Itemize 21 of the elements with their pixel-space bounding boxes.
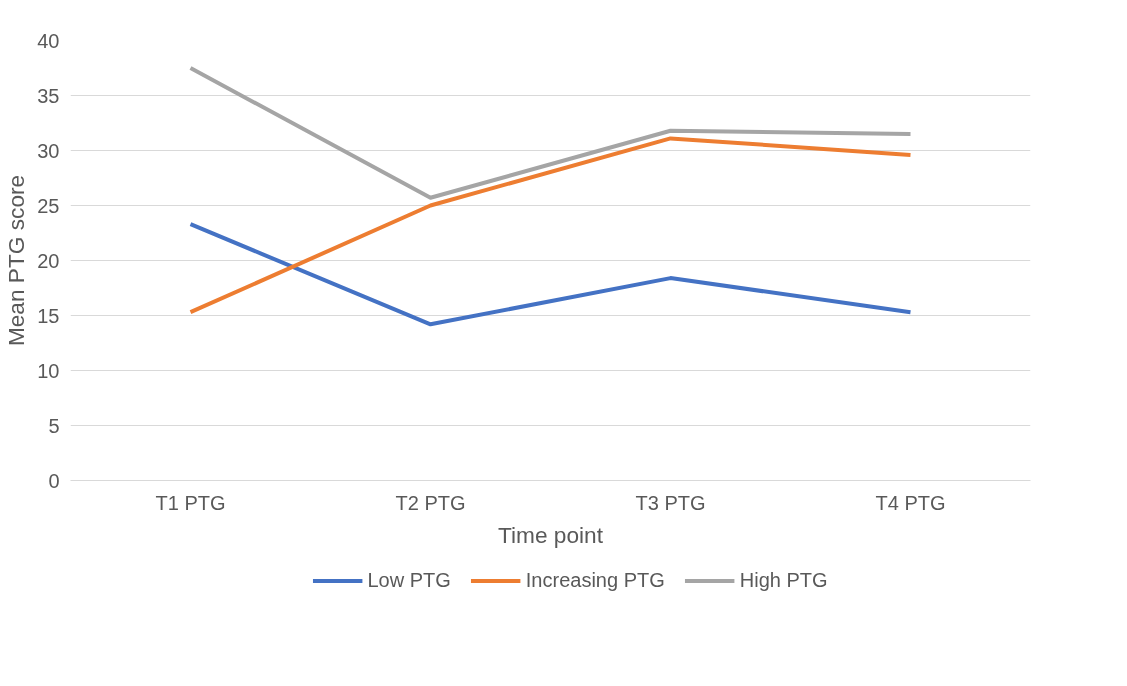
y-tick-label: 20 <box>37 249 60 272</box>
legend-label: Low PTG <box>367 568 451 592</box>
legend-label: High PTG <box>739 568 828 592</box>
x-axis-title: Time point <box>498 521 604 548</box>
legend-label: Increasing PTG <box>525 568 665 592</box>
x-tick-label: T3 PTG <box>635 491 706 514</box>
y-tick-label: 0 <box>48 469 60 492</box>
x-tick-label: T1 PTG <box>155 491 226 514</box>
y-tick-label: 10 <box>37 359 60 382</box>
x-tick-label: T4 PTG <box>875 491 946 514</box>
line-series <box>188 66 913 200</box>
y-tick-label: 15 <box>37 304 60 327</box>
y-axis-title: Mean PTG score <box>3 174 30 347</box>
y-tick-label: 30 <box>37 139 60 162</box>
x-tick-label: T2 PTG <box>395 491 466 514</box>
y-tick-label: 40 <box>37 29 60 52</box>
line-series <box>188 136 913 315</box>
y-tick-label: 5 <box>48 414 60 437</box>
line-series <box>188 222 913 327</box>
y-tick-label: 25 <box>37 194 60 217</box>
y-tick-label: 35 <box>37 84 60 107</box>
